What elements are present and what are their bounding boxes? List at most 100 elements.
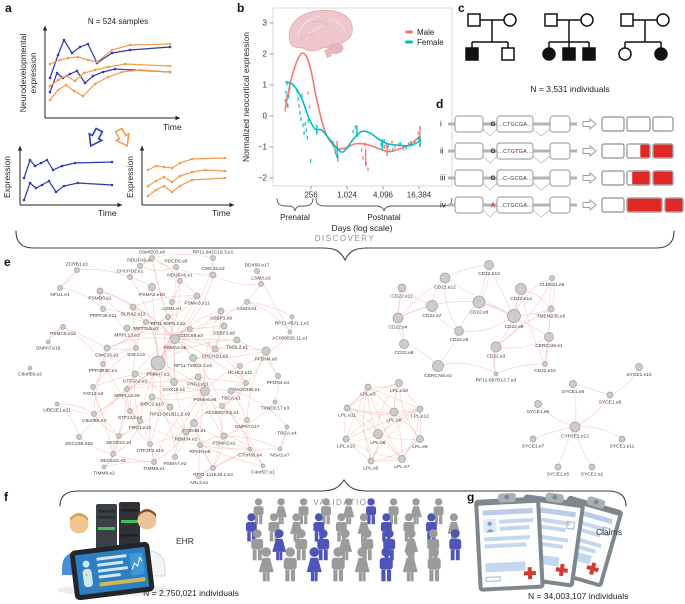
sample-point — [334, 151, 337, 156]
splice-site-letter: G — [491, 175, 496, 182]
network-edge — [495, 308, 552, 348]
network-node — [397, 283, 407, 293]
network-edge — [153, 422, 195, 463]
person-icon-male — [321, 498, 332, 525]
network-node — [220, 432, 228, 440]
network-edge — [256, 270, 291, 333]
network-node — [166, 403, 174, 411]
network-node-label: LPL.e3 — [360, 392, 376, 398]
tablet-icon — [69, 541, 155, 601]
network-edge — [62, 326, 104, 365]
sample-point — [300, 117, 302, 121]
data-point — [110, 183, 114, 187]
network-node-label: CERCAM.e1 — [535, 343, 563, 349]
network-node — [189, 354, 197, 362]
network-node — [190, 419, 198, 427]
data-point — [120, 70, 124, 74]
data-point — [76, 181, 80, 185]
data-point — [101, 70, 105, 74]
network-node — [534, 400, 542, 408]
result-arrow-icon — [582, 198, 597, 212]
network-node — [544, 332, 554, 342]
exon-box — [454, 115, 484, 133]
data-point — [58, 58, 62, 62]
network-node-label: PFDN4.e4 — [267, 380, 290, 386]
network-node — [76, 434, 82, 440]
network-edge — [223, 435, 281, 450]
data-point — [73, 161, 77, 165]
network-node — [260, 463, 266, 469]
sample-point — [337, 155, 339, 159]
network-node — [254, 268, 260, 274]
network-node — [131, 370, 139, 378]
network-node-label: LPL.e5 — [363, 466, 379, 472]
network-edge — [197, 376, 225, 437]
person-icon-male — [388, 498, 399, 525]
data-point — [190, 157, 194, 161]
data-point — [154, 179, 158, 183]
network-node-label: TBCA.e1 — [221, 396, 241, 402]
network-node — [173, 264, 179, 270]
data-point — [66, 56, 70, 60]
network-node — [219, 403, 225, 409]
network-node — [454, 326, 464, 336]
network-node-label: NSA2.e7 — [270, 453, 290, 459]
network-node-label: PSMC6.e12 — [50, 331, 76, 337]
person-icon-female — [402, 547, 418, 582]
legend-male-label: Male — [417, 28, 435, 37]
network-node-label: NDUFA6.e2 — [127, 258, 153, 264]
sample-point — [285, 90, 287, 95]
data-point — [45, 158, 49, 162]
transcript-box-lost-region — [632, 171, 650, 185]
exon-box — [454, 196, 484, 214]
network-node-label: BIRC2.e10 — [140, 402, 164, 408]
data-point — [47, 179, 51, 183]
data-point — [128, 48, 132, 52]
x-tick-label: 1,024 — [337, 191, 358, 200]
network-node — [148, 393, 156, 401]
network-node — [618, 435, 626, 443]
exon-box-sequence — [496, 142, 534, 160]
y-tick-label: 3 — [263, 19, 268, 28]
data-point — [48, 98, 52, 102]
network-edge — [93, 363, 104, 415]
sample-point — [332, 140, 334, 145]
network-node-label: SYCE1.e2 — [581, 472, 604, 478]
panel-b-label: b — [237, 1, 244, 15]
coexpression-networks: ZCRB1.e1 NFU1.e1 NDUFA6.e2 C8orf203.e6 PDCD5… — [18, 250, 652, 487]
panel-a-label: a — [5, 1, 12, 15]
network-edge — [139, 265, 177, 271]
network-node-label: SYCE1.e8 — [562, 389, 585, 395]
network-edge — [204, 310, 222, 392]
sample-point — [383, 138, 385, 143]
network-edge — [59, 269, 78, 289]
network-node — [170, 334, 180, 344]
network-node-label: AC008073.5.e1 — [205, 410, 239, 416]
network-node — [193, 292, 201, 300]
network-node — [547, 305, 555, 313]
network-node-label: NDUFA6.e1 — [167, 273, 193, 279]
pedigree-affected-square — [582, 47, 596, 61]
y-tick-label: −1 — [258, 143, 268, 152]
data-point — [73, 79, 77, 83]
network-node — [149, 255, 155, 261]
network-edge — [609, 366, 640, 396]
network-node-label: SYCE1.e9 — [599, 400, 622, 406]
data-point — [113, 67, 117, 71]
network-node — [187, 326, 193, 332]
network-node — [472, 295, 486, 309]
network-edge — [102, 308, 176, 340]
network-node — [170, 378, 178, 386]
person-icon-female — [338, 529, 353, 561]
network-node — [398, 455, 406, 463]
network-edge — [198, 448, 251, 477]
network-edge — [377, 382, 400, 435]
person-icon-female — [306, 547, 322, 582]
data-point — [223, 156, 227, 160]
network-node-label: CWC15.e1 — [95, 353, 119, 359]
network-node-label: TMEM235.e6 — [537, 314, 566, 320]
network-node — [554, 463, 562, 471]
panel-a-sub2-y-label: Expression — [125, 156, 135, 198]
transcript-box-lost-region — [653, 144, 673, 158]
network-node-label: CD22.e13 — [478, 271, 500, 277]
